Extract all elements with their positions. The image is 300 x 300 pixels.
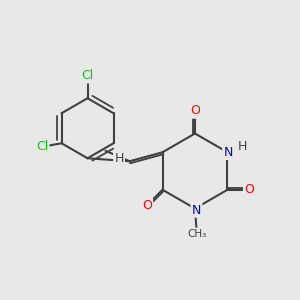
Text: H: H <box>114 152 124 165</box>
Text: H: H <box>238 140 247 153</box>
Text: Cl: Cl <box>36 140 48 153</box>
Text: N: N <box>192 203 201 217</box>
Text: Cl: Cl <box>81 69 94 82</box>
Text: N: N <box>224 146 233 159</box>
Text: O: O <box>244 183 254 196</box>
Text: O: O <box>142 199 152 212</box>
Text: CH₃: CH₃ <box>187 229 206 239</box>
Text: O: O <box>190 104 200 118</box>
